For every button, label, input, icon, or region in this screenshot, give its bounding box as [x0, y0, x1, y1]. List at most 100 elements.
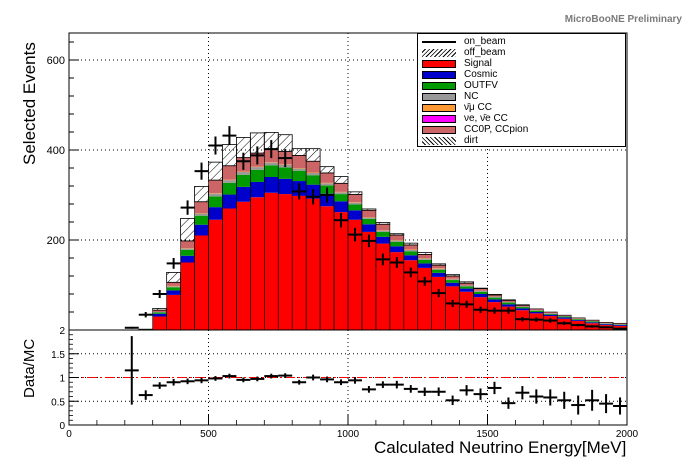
stack-bar-segment: [222, 194, 237, 209]
stack-bar-segment: [389, 240, 404, 242]
stack-bar-segment: [571, 317, 586, 319]
stack-bar-segment: [348, 219, 362, 330]
stack-bar-segment: [361, 210, 376, 218]
y-tick-label: 200: [47, 235, 65, 247]
x-axis-label: Calculated Neutrino Energy[MeV]: [374, 438, 627, 457]
stack-bar-segment: [306, 198, 321, 330]
stack-bar-segment: [375, 243, 390, 330]
stack-bar-segment: [473, 294, 488, 298]
stack-bar-segment: [250, 167, 265, 170]
stack-bar-segment: [403, 260, 418, 330]
stack-bar-segment: [361, 218, 376, 225]
legend-swatch: [422, 136, 456, 145]
legend-item-outfv: OUTFV: [422, 80, 498, 91]
stack-bar-segment: [194, 224, 209, 236]
stack-bar-segment: [334, 212, 348, 330]
stack-bar-segment: [459, 286, 474, 289]
stack-bar-segment: [403, 244, 418, 250]
off-beam-bar: [389, 233, 405, 236]
stack-bar-segment: [487, 294, 502, 297]
on-beam-points: [124, 126, 627, 330]
stack-bar-segment: [389, 235, 404, 240]
off-beam-bar: [152, 307, 168, 311]
stack-bar-segment: [250, 197, 265, 330]
stack-bar-segment: [166, 294, 181, 330]
stack-bar-segment: [320, 172, 335, 183]
x-tick-label: 1000: [337, 429, 360, 440]
stack-bar-segment: [599, 322, 614, 324]
legend-item-dirt: dirt: [422, 135, 478, 146]
stack-bar-segment: [473, 288, 488, 291]
stack-bar-segment: [292, 168, 307, 171]
stack-bar-segment: [515, 305, 530, 307]
stack-bar-segment: [389, 246, 404, 253]
stack-bar-segment: [236, 174, 251, 187]
legend-item-cc0p-ccpion: CC0P, CCpion: [422, 124, 528, 135]
stack-bar-segment: [250, 169, 265, 182]
stack-bar-segment: [361, 231, 376, 330]
legend-swatch: [422, 125, 456, 134]
off-beam-hatch: [152, 132, 530, 311]
stack-bar-segment: [222, 180, 237, 183]
stack-bar-segment: [278, 167, 293, 179]
stack-bar-segment: [208, 207, 223, 220]
legend-item-off-beam: off_beam: [422, 47, 506, 58]
stack-bar-segment: [152, 313, 167, 317]
stack-bar-segment: [417, 254, 432, 258]
ratio-y-tick-label: 0.5: [51, 397, 65, 408]
stack-bar-segment: [613, 325, 627, 326]
legend-swatch: [422, 103, 456, 112]
off-beam-bar: [431, 263, 447, 266]
stack-bar-segment: [473, 291, 488, 294]
stack-bar-segment: [348, 202, 362, 205]
legend-swatch: [422, 59, 456, 68]
stack-bar-segment: [292, 155, 307, 168]
stack-bar-segment: [180, 248, 195, 250]
stack-bar-segment: [543, 312, 558, 314]
stack-bar-segment: [306, 172, 321, 176]
stack-bar-segment: [501, 300, 516, 303]
stack-bar-segment: [222, 165, 237, 180]
ratio-y-tick-label: 1: [59, 374, 65, 385]
legend-swatch: [422, 40, 456, 43]
stack-bar-segment: [166, 286, 181, 288]
stack-bar-segment: [445, 282, 460, 287]
stack-bar-segment: [320, 183, 335, 186]
off-beam-bar: [375, 222, 391, 225]
legend-label: dirt: [464, 135, 478, 146]
stack-bar-segment: [166, 282, 181, 286]
stack-bar-segment: [208, 193, 223, 197]
stack-bar-segment: [222, 208, 237, 330]
stack-bar-segment: [334, 194, 348, 202]
stack-bar-segment: [152, 312, 167, 314]
off-beam-bar: [445, 274, 460, 277]
stack-bar-segment: [194, 235, 209, 330]
ratio-y-tick-label: 1.5: [51, 350, 65, 361]
main-y-axis: 200 400 600: [47, 41, 79, 331]
legend-item-nue-cc: νe, ν̄e CC: [422, 113, 508, 124]
stack-bar-segment: [361, 217, 376, 219]
stack-bar-segment: [515, 307, 530, 309]
stack-bar-segment: [431, 272, 446, 277]
legend-item-nc: NC: [422, 91, 478, 102]
stack-bar-segment: [417, 258, 432, 260]
y-tick-label: 400: [47, 145, 65, 157]
stack-bar-segment: [375, 224, 390, 231]
stack-bar-segment: [571, 320, 586, 321]
stack-bar-segment: [431, 265, 446, 269]
legend-swatch: [422, 48, 456, 57]
main-y-axis-label: Selected Events: [20, 42, 39, 165]
x-tick-label: 2000: [616, 429, 639, 440]
stack-bar-segment: [236, 172, 251, 175]
stack-bar-segment: [389, 252, 404, 330]
legend-swatch: [422, 70, 456, 79]
stack-bar-segment: [529, 310, 544, 312]
legend: on_beam off_beam Signal Cosmic OUTFV NC …: [417, 33, 626, 147]
off-beam-bar: [305, 148, 321, 162]
stack-bar-segment: [445, 286, 460, 330]
stack-bar-segment: [194, 213, 209, 216]
stack-bar-segment: [236, 186, 251, 202]
stack-bar-segment: [389, 241, 404, 247]
stack-bar-segment: [194, 215, 209, 225]
stack-bar-segment: [334, 201, 348, 213]
